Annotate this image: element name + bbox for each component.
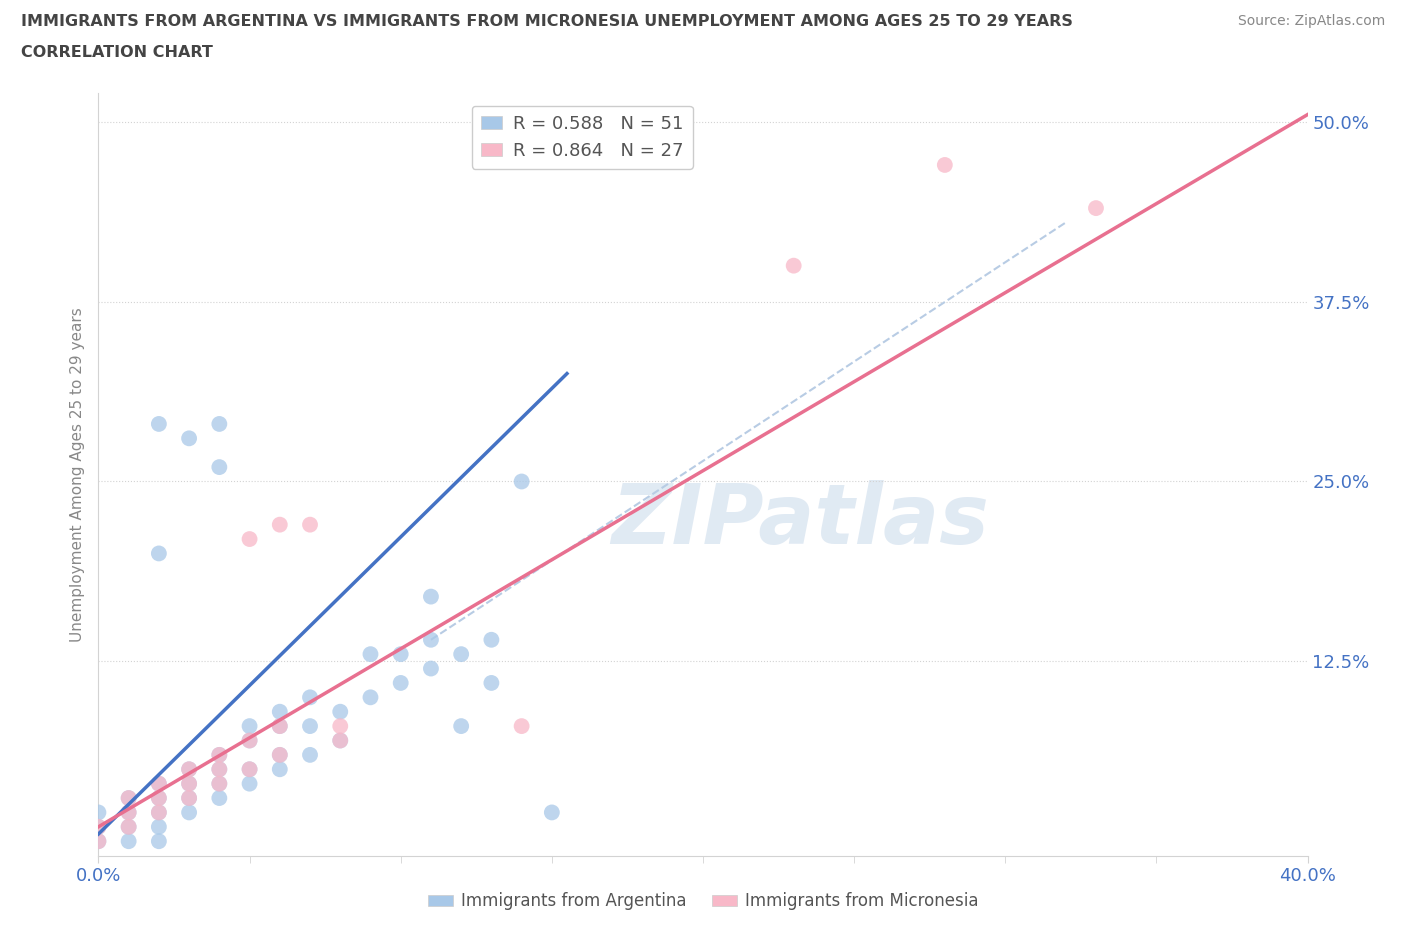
Point — [299, 517, 322, 532]
Point — [481, 675, 503, 690]
Point — [118, 819, 141, 834]
Point — [420, 661, 443, 676]
Point — [179, 777, 201, 791]
Point — [239, 733, 262, 748]
Point — [87, 805, 110, 820]
Point — [148, 790, 170, 805]
Text: ZIPatlas: ZIPatlas — [610, 480, 988, 561]
Point — [118, 819, 141, 834]
Point — [239, 733, 262, 748]
Point — [118, 790, 141, 805]
Point — [299, 719, 322, 734]
Text: CORRELATION CHART: CORRELATION CHART — [21, 45, 212, 60]
Point — [239, 762, 262, 777]
Point — [239, 532, 262, 547]
Point — [208, 777, 231, 791]
Point — [329, 719, 352, 734]
Point — [1085, 201, 1108, 216]
Point — [148, 805, 170, 820]
Point — [208, 777, 231, 791]
Point — [87, 819, 110, 834]
Point — [450, 646, 472, 661]
Point — [87, 834, 110, 849]
Point — [269, 748, 291, 763]
Point — [208, 762, 231, 777]
Text: Source: ZipAtlas.com: Source: ZipAtlas.com — [1237, 14, 1385, 28]
Point — [179, 790, 201, 805]
Point — [420, 632, 443, 647]
Point — [179, 777, 201, 791]
Point — [118, 834, 141, 849]
Point — [148, 417, 170, 432]
Point — [148, 777, 170, 791]
Point — [481, 632, 503, 647]
Point — [208, 790, 231, 805]
Point — [208, 417, 231, 432]
Point — [118, 805, 141, 820]
Point — [360, 646, 382, 661]
Point — [208, 748, 231, 763]
Point — [450, 719, 472, 734]
Point — [269, 704, 291, 719]
Point — [148, 790, 170, 805]
Legend: R = 0.588   N = 51, R = 0.864   N = 27: R = 0.588 N = 51, R = 0.864 N = 27 — [471, 106, 693, 169]
Point — [148, 805, 170, 820]
Point — [179, 431, 201, 445]
Point — [87, 819, 110, 834]
Text: IMMIGRANTS FROM ARGENTINA VS IMMIGRANTS FROM MICRONESIA UNEMPLOYMENT AMONG AGES : IMMIGRANTS FROM ARGENTINA VS IMMIGRANTS … — [21, 14, 1073, 29]
Point — [420, 590, 443, 604]
Point — [118, 805, 141, 820]
Point — [269, 517, 291, 532]
Point — [329, 704, 352, 719]
Point — [329, 733, 352, 748]
Point — [389, 646, 412, 661]
Point — [934, 157, 956, 172]
Point — [329, 733, 352, 748]
Point — [360, 690, 382, 705]
Point — [269, 748, 291, 763]
Point — [510, 719, 533, 734]
Point — [239, 762, 262, 777]
Point — [179, 790, 201, 805]
Point — [540, 805, 562, 820]
Point — [148, 777, 170, 791]
Point — [148, 834, 170, 849]
Point — [239, 719, 262, 734]
Point — [783, 259, 806, 273]
Point — [179, 762, 201, 777]
Point — [148, 819, 170, 834]
Point — [208, 748, 231, 763]
Point — [148, 546, 170, 561]
Legend: Immigrants from Argentina, Immigrants from Micronesia: Immigrants from Argentina, Immigrants fr… — [420, 885, 986, 917]
Point — [269, 719, 291, 734]
Point — [208, 762, 231, 777]
Point — [510, 474, 533, 489]
Point — [239, 777, 262, 791]
Point — [299, 690, 322, 705]
Point — [389, 675, 412, 690]
Point — [208, 459, 231, 474]
Point — [269, 719, 291, 734]
Point — [269, 762, 291, 777]
Point — [179, 805, 201, 820]
Point — [299, 748, 322, 763]
Point — [118, 790, 141, 805]
Point — [179, 762, 201, 777]
Y-axis label: Unemployment Among Ages 25 to 29 years: Unemployment Among Ages 25 to 29 years — [69, 307, 84, 642]
Point — [87, 834, 110, 849]
